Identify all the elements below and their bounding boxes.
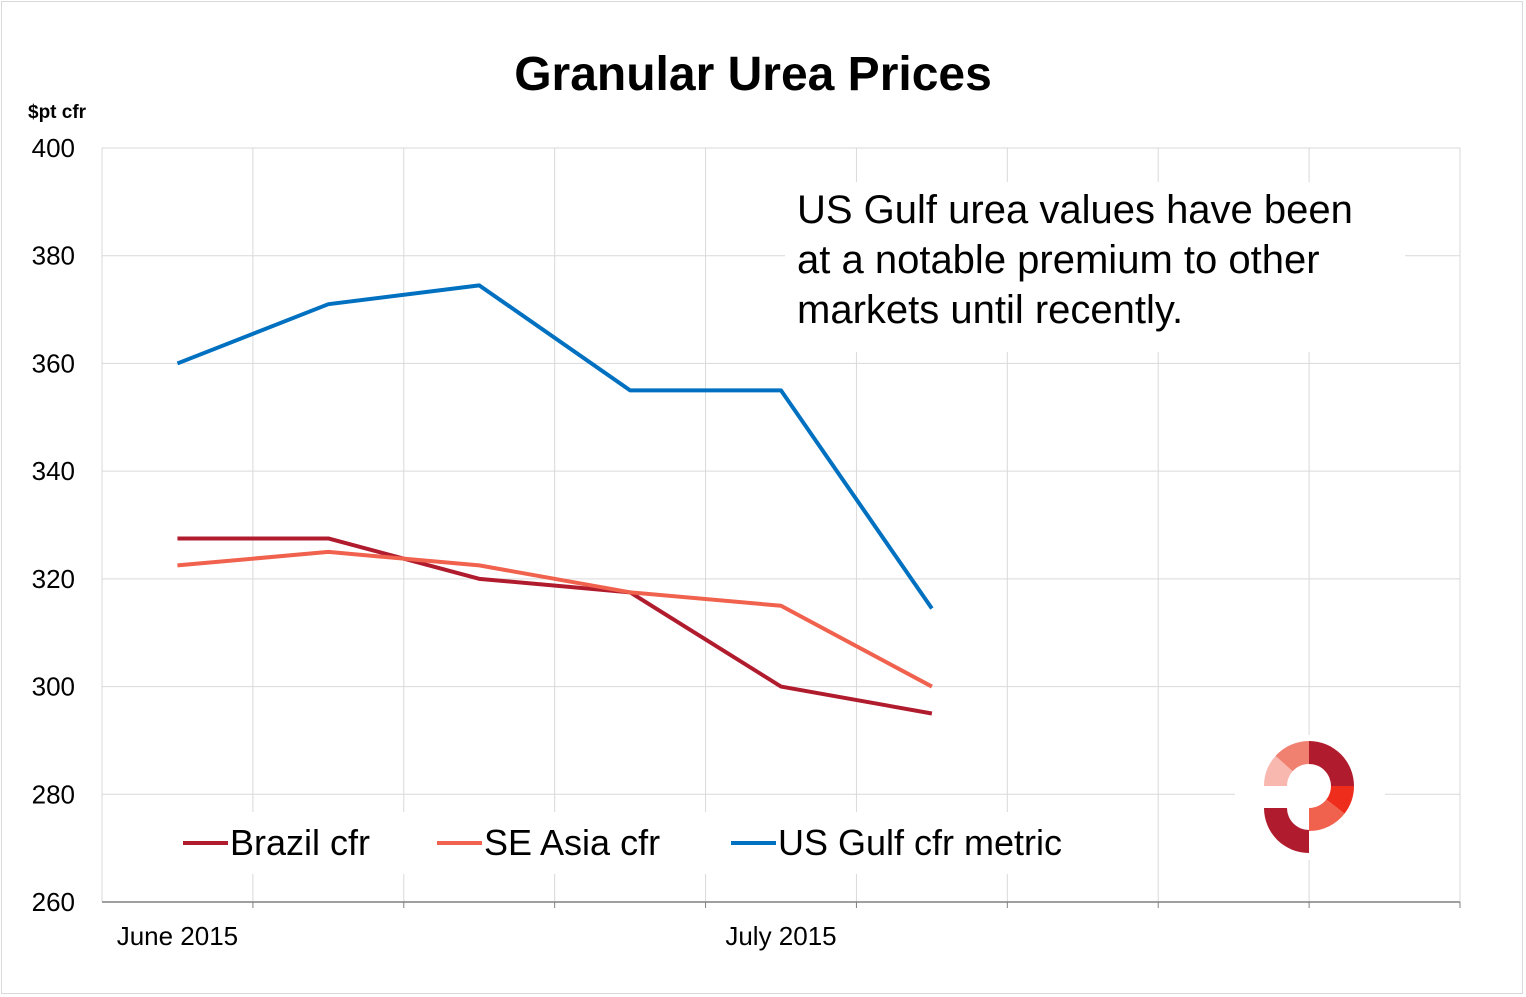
logo-segment [1264, 808, 1309, 853]
legend-label-brazil: Brazil cfr [230, 822, 370, 863]
legend-background [160, 812, 1100, 874]
logo-segment [1309, 741, 1354, 786]
y-axis-label: $pt cfr [28, 102, 87, 123]
axes: 260 280 300 320 340 360 380 400 June 2015 July 20… [32, 133, 1461, 951]
x-tick-label: June 2015 [117, 921, 238, 951]
annotation-line: at a notable premium to other [797, 238, 1320, 282]
annotation-background [785, 182, 1405, 352]
series-line-us-gulf-cfr-metric [176, 283, 934, 610]
annotation: US Gulf urea values have been at a notab… [797, 188, 1353, 332]
annotation-line: markets until recently. [797, 288, 1183, 332]
annotation-line: US Gulf urea values have been [797, 188, 1353, 232]
logo [1264, 741, 1354, 853]
series-lines [176, 283, 934, 716]
series-line-se-asia-cfr [177, 549, 933, 689]
logo-segment [1275, 741, 1309, 772]
x-tick-label: July 2015 [725, 921, 836, 951]
y-tick-label: 320 [32, 564, 75, 594]
y-tick-label: 280 [32, 779, 75, 809]
series-line-brazil-cfr [177, 536, 933, 716]
legend: Brazil cfr SE Asia cfr US Gulf cfr metri… [183, 822, 1062, 863]
legend-label-se-asia: SE Asia cfr [484, 822, 660, 863]
logo-segment [1309, 799, 1345, 831]
y-tick-label: 300 [32, 672, 75, 702]
y-tick-label: 340 [32, 456, 75, 486]
y-tick-label: 400 [32, 133, 75, 163]
logo-segment [1264, 755, 1293, 786]
y-tick-label: 380 [32, 241, 75, 271]
y-tick-label: 260 [32, 887, 75, 917]
chart-title: Granular Urea Prices [514, 48, 992, 101]
logo-segment [1326, 786, 1354, 814]
y-tick-label: 360 [32, 348, 75, 378]
legend-label-us-gulf: US Gulf cfr metric [778, 822, 1062, 863]
